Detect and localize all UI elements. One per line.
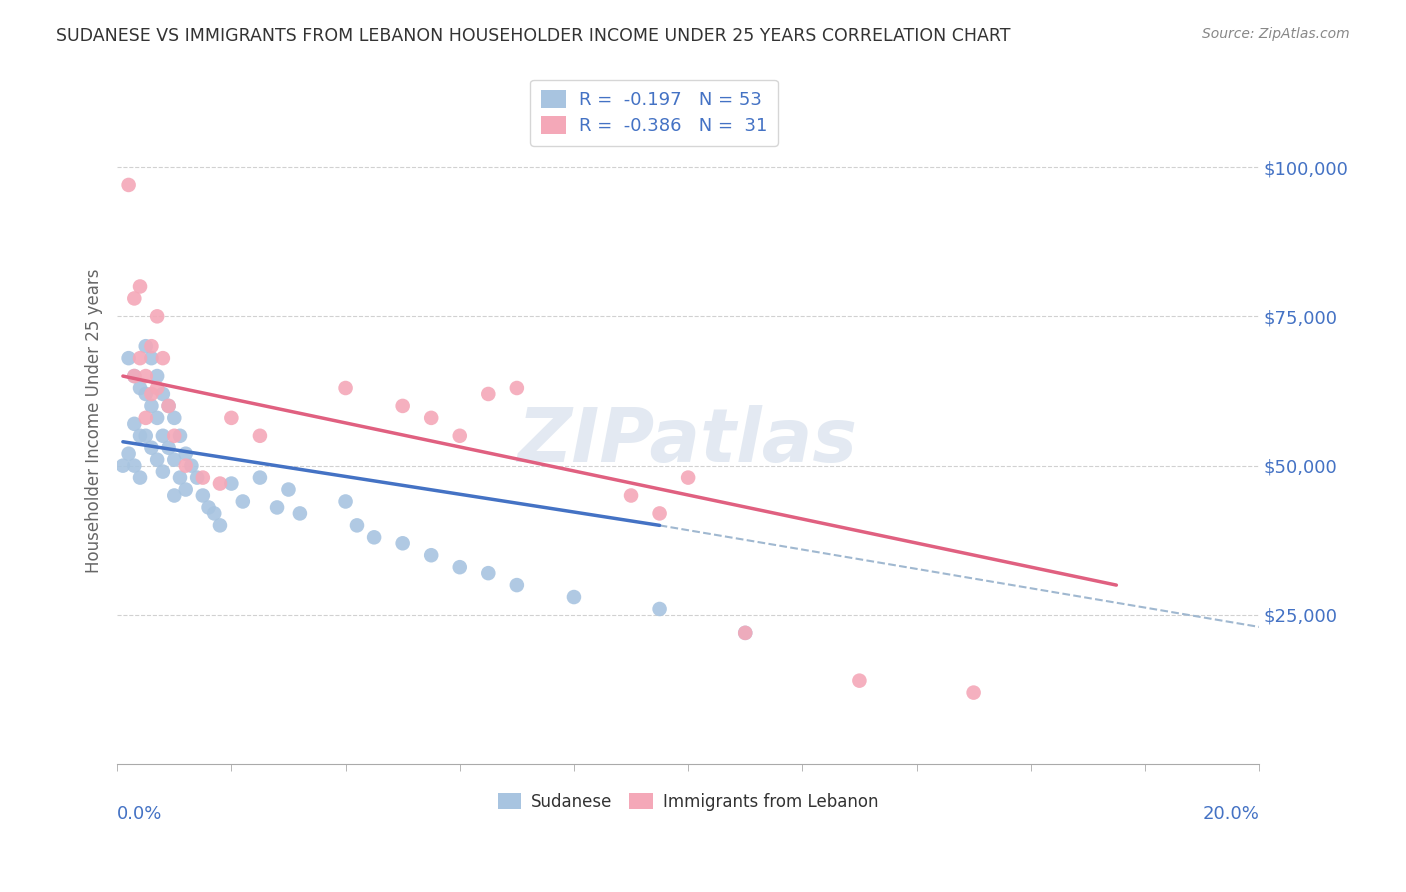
Point — [124, 369, 146, 384]
Point — [191, 470, 214, 484]
Point — [848, 673, 870, 688]
Point — [391, 399, 413, 413]
Point — [146, 381, 169, 395]
Point — [129, 470, 152, 484]
Point — [562, 590, 585, 604]
Point — [186, 470, 208, 484]
Point — [135, 387, 157, 401]
Point — [157, 399, 180, 413]
Point — [506, 578, 529, 592]
Point — [152, 351, 174, 366]
Point — [146, 452, 169, 467]
Point — [208, 476, 231, 491]
Point — [169, 429, 191, 443]
Point — [197, 500, 219, 515]
Point — [180, 458, 202, 473]
Text: Source: ZipAtlas.com: Source: ZipAtlas.com — [1202, 27, 1350, 41]
Point — [169, 470, 191, 484]
Point — [477, 566, 499, 581]
Point — [163, 489, 186, 503]
Point — [129, 429, 152, 443]
Point — [135, 429, 157, 443]
Point — [135, 410, 157, 425]
Point — [174, 447, 197, 461]
Point — [163, 410, 186, 425]
Point — [620, 489, 643, 503]
Point — [152, 429, 174, 443]
Point — [157, 399, 180, 413]
Point — [141, 339, 163, 353]
Point — [124, 417, 146, 431]
Point — [152, 387, 174, 401]
Legend: Sudanese, Immigrants from Lebanon: Sudanese, Immigrants from Lebanon — [491, 787, 884, 818]
Point — [146, 310, 169, 324]
Point — [117, 447, 139, 461]
Point — [477, 387, 499, 401]
Y-axis label: Householder Income Under 25 years: Householder Income Under 25 years — [86, 268, 103, 573]
Point — [129, 351, 152, 366]
Point — [420, 548, 443, 562]
Point — [124, 458, 146, 473]
Point — [734, 626, 756, 640]
Point — [363, 530, 385, 544]
Point — [163, 429, 186, 443]
Point — [146, 369, 169, 384]
Point — [648, 507, 671, 521]
Point — [111, 458, 134, 473]
Point — [163, 452, 186, 467]
Text: 0.0%: 0.0% — [117, 805, 163, 823]
Point — [202, 507, 225, 521]
Point — [135, 369, 157, 384]
Point — [335, 381, 357, 395]
Point — [152, 465, 174, 479]
Point — [141, 351, 163, 366]
Point — [221, 410, 243, 425]
Point — [117, 178, 139, 192]
Point — [135, 339, 157, 353]
Point — [346, 518, 368, 533]
Point — [734, 626, 756, 640]
Point — [117, 351, 139, 366]
Point — [506, 381, 529, 395]
Point — [141, 441, 163, 455]
Point — [141, 387, 163, 401]
Point — [962, 685, 984, 699]
Point — [174, 458, 197, 473]
Point — [249, 429, 271, 443]
Point — [288, 507, 311, 521]
Point — [676, 470, 699, 484]
Text: ZIPatlas: ZIPatlas — [519, 405, 858, 478]
Point — [146, 410, 169, 425]
Point — [648, 602, 671, 616]
Text: SUDANESE VS IMMIGRANTS FROM LEBANON HOUSEHOLDER INCOME UNDER 25 YEARS CORRELATIO: SUDANESE VS IMMIGRANTS FROM LEBANON HOUS… — [56, 27, 1011, 45]
Point — [232, 494, 254, 508]
Point — [141, 399, 163, 413]
Point — [129, 279, 152, 293]
Text: 20.0%: 20.0% — [1202, 805, 1260, 823]
Point — [221, 476, 243, 491]
Point — [208, 518, 231, 533]
Point — [391, 536, 413, 550]
Point — [266, 500, 288, 515]
Point — [124, 292, 146, 306]
Point — [277, 483, 299, 497]
Point — [449, 429, 471, 443]
Point — [449, 560, 471, 574]
Point — [129, 381, 152, 395]
Point — [335, 494, 357, 508]
Point — [191, 489, 214, 503]
Point — [157, 441, 180, 455]
Point — [124, 369, 146, 384]
Point — [249, 470, 271, 484]
Point — [174, 483, 197, 497]
Point — [420, 410, 443, 425]
